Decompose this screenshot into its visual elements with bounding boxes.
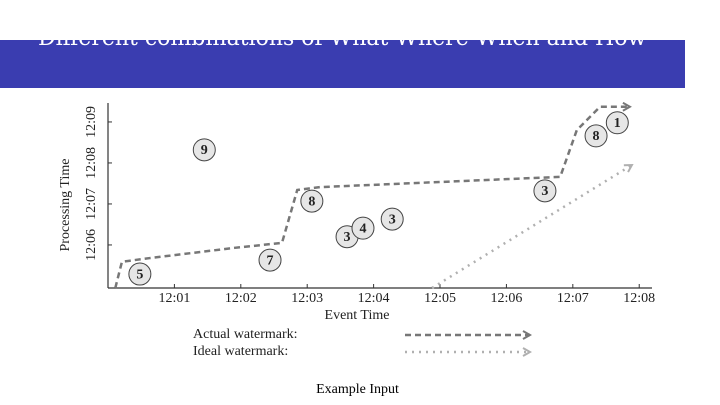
point-label: 3	[389, 212, 396, 227]
legend-label: Ideal watermark:	[193, 344, 288, 359]
point-label: 3	[541, 184, 548, 199]
x-tick-label: 12:06	[490, 291, 522, 306]
watermark-line	[114, 107, 630, 289]
y-tick-label: 12:08	[84, 147, 99, 179]
event-point	[605, 111, 629, 135]
x-tick-label: 12:03	[291, 291, 323, 306]
x-tick-label: 12:07	[557, 291, 589, 306]
legend-label: Actual watermark:	[193, 327, 298, 342]
point-label: 7	[267, 253, 274, 268]
x-tick-label: 12:05	[424, 291, 456, 306]
x-axis-title: Event Time	[325, 308, 390, 323]
y-axis-title: Processing Time	[58, 159, 73, 252]
watermark-line	[431, 163, 632, 290]
point-label: 8	[593, 129, 600, 144]
y-tick-label: 12:09	[84, 106, 99, 138]
chart: Event Time Processing Time 12:01 12:02 12:…	[58, 0, 655, 359]
event-point	[584, 124, 608, 148]
header-banner: Different combinations of What Where Whe…	[0, 40, 685, 88]
point-label: 1	[614, 116, 621, 131]
point-label: 3	[344, 230, 351, 245]
x-tick-label: 12:02	[225, 291, 257, 306]
caption: Example Input	[316, 382, 399, 397]
event-point	[128, 262, 152, 286]
point-label: 8	[308, 194, 315, 209]
event-point	[380, 207, 404, 231]
x-tick-label: 12:01	[158, 291, 190, 306]
x-tick-label: 12:08	[623, 291, 655, 306]
slide-title: Different combinations of What Where Whe…	[38, 40, 658, 53]
x-tick-label: 12:04	[358, 291, 390, 306]
point-label: 5	[136, 267, 143, 282]
event-point	[351, 216, 375, 240]
event-point	[192, 138, 216, 162]
point-label: 9	[201, 143, 208, 158]
y-tick-label: 12:07	[84, 188, 99, 220]
event-point	[258, 248, 282, 272]
event-point	[533, 179, 557, 203]
y-tick-label: 12:06	[84, 229, 99, 261]
point-label: 4	[359, 221, 366, 236]
event-point	[300, 189, 324, 213]
